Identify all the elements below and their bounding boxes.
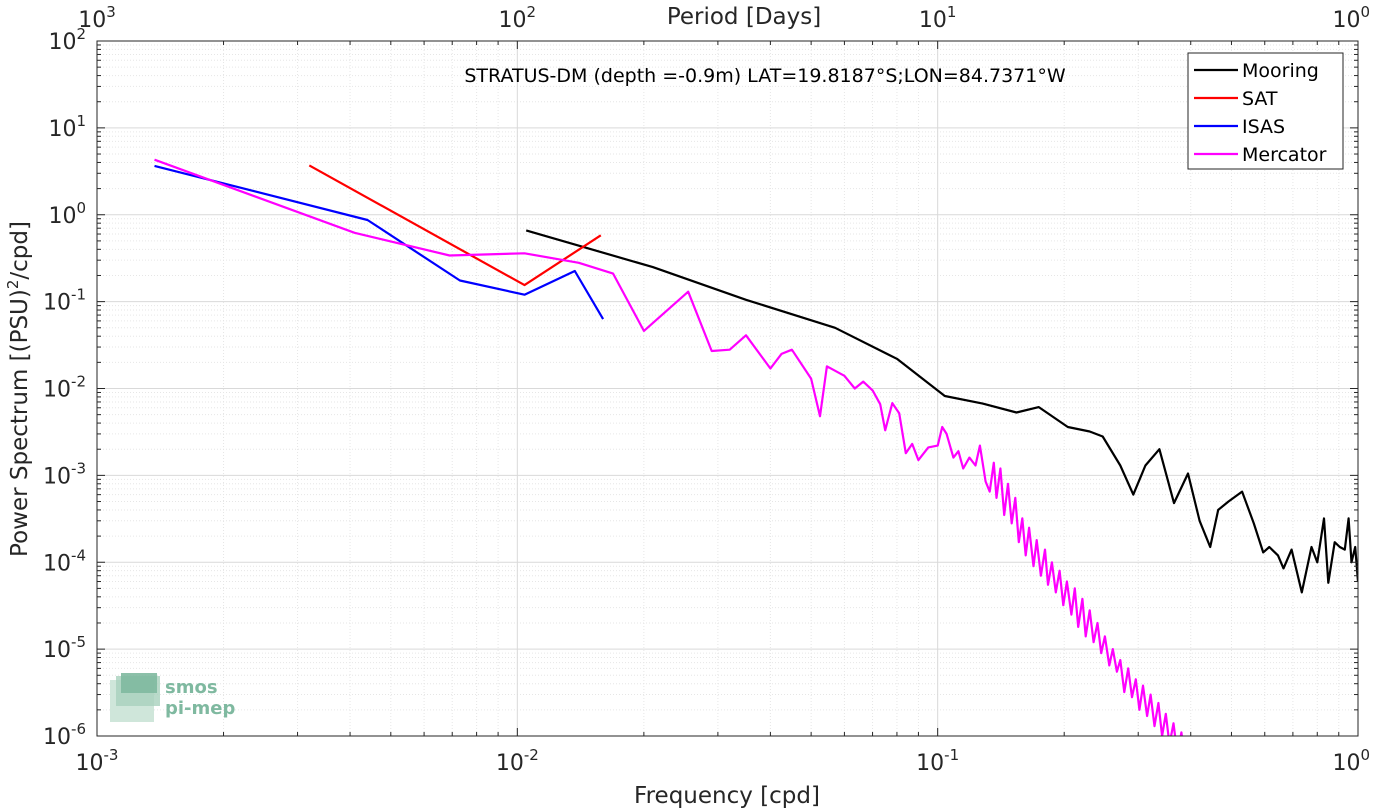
x2-tick-label: 103	[78, 3, 116, 33]
x-tick-label: 10-3	[76, 746, 119, 776]
y-tick-label: 10-3	[43, 459, 86, 489]
x-axis-label: Frequency [cpd]	[634, 783, 820, 809]
y-tick-label: 10-6	[43, 720, 86, 750]
logo-text-pi-mep: pi-mep	[165, 698, 235, 719]
y-tick-label: 10-1	[43, 286, 86, 316]
x2-tick-label: 100	[1332, 3, 1370, 33]
y-tick-label: 101	[48, 112, 86, 142]
logo-text-smos: smos	[165, 677, 218, 698]
series-line-isas	[154, 164, 605, 320]
legend-label-isas: ISAS	[1242, 116, 1285, 138]
smos-pi-mep-logo: smos pi-mep	[110, 673, 235, 722]
y-axis-label: Power Spectrum [(PSU)2/cpd]	[4, 221, 33, 557]
y-tick-label: 102	[48, 25, 86, 55]
y-tick-label: 100	[48, 199, 86, 229]
chart-title: STRATUS-DM (depth =-0.9m) LAT=19.8187°S;…	[464, 65, 1065, 87]
series-layer	[154, 158, 1358, 736]
tick-marks	[96, 40, 1359, 737]
x-tick-label: 100	[1332, 746, 1370, 776]
x-tick-label: 10-1	[916, 746, 959, 776]
x2-axis-label: Period [Days]	[667, 4, 821, 30]
y-tick-label: 10-2	[43, 373, 86, 403]
legend-label-sat: SAT	[1242, 88, 1278, 110]
x2-tick-label: 102	[499, 3, 537, 33]
series-line-mercator	[154, 158, 1183, 736]
series-line-mooring	[525, 229, 1358, 594]
x2-tick-label: 101	[919, 3, 957, 33]
y-tick-label: 10-5	[43, 633, 86, 663]
x-tick-label: 10-2	[496, 746, 539, 776]
legend-label-mooring: Mooring	[1242, 60, 1319, 82]
minor-grid	[97, 41, 1358, 736]
legend-box	[1187, 52, 1344, 170]
legend: Mooring SAT ISAS Mercator	[1187, 52, 1344, 170]
legend-label-mercator: Mercator	[1242, 144, 1327, 166]
y-axis-label-sup: 2	[4, 280, 22, 290]
series-line-sat	[308, 164, 602, 287]
y-axis-label-tail: /cpd]	[7, 221, 33, 280]
y-tick-label: 10-4	[43, 546, 86, 576]
y-axis-label-main: Power Spectrum [(PSU)	[7, 289, 33, 557]
logo-mark-top	[121, 673, 157, 693]
